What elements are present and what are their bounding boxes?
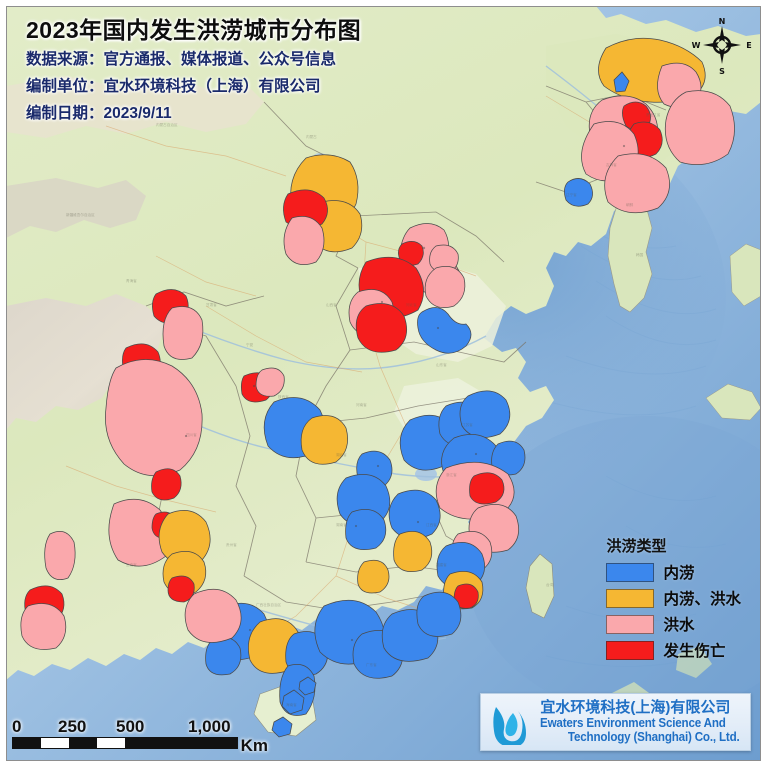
svg-text:宁夏: 宁夏 — [246, 342, 254, 347]
svg-text:湖北省: 湖北省 — [336, 452, 347, 457]
subtitle-data-source: 数据来源：官方通报、媒体报道、公众号信息 — [26, 50, 337, 68]
svg-text:内蒙古自治区: 内蒙古自治区 — [156, 122, 178, 127]
svg-text:内蒙古: 内蒙古 — [306, 134, 317, 139]
legend-swatch-waterlogging — [606, 562, 655, 582]
svg-text:韩国: 韩国 — [636, 252, 644, 257]
svg-text:河北省: 河北省 — [406, 302, 417, 307]
svg-text:甘肃省: 甘肃省 — [206, 302, 217, 307]
svg-text:河南省: 河南省 — [356, 402, 367, 407]
scale-bar-segments — [12, 737, 238, 749]
svg-text:新疆维吾尔自治区: 新疆维吾尔自治区 — [66, 212, 95, 217]
svg-text:江苏省: 江苏省 — [462, 422, 473, 427]
svg-text:江西省: 江西省 — [426, 522, 437, 527]
scale-bar: 0 250 500 1,000 Km — [12, 716, 268, 755]
scale-tick-1000: 1,000 — [188, 717, 231, 736]
legend: 洪涝类型 内涝 内涝、洪水 洪水 发生伤亡 — [606, 535, 741, 665]
legend-label-waterlogging: 内涝 — [663, 565, 695, 582]
compass-west-label: W — [692, 41, 701, 50]
svg-text:海南省: 海南省 — [286, 702, 297, 707]
svg-text:辽宁省: 辽宁省 — [566, 192, 577, 197]
svg-text:广东省: 广东省 — [366, 662, 377, 667]
svg-text:云南省: 云南省 — [126, 562, 137, 567]
title-block: 2023年国内发生洪涝城市分布图 数据来源：官方通报、媒体报道、公众号信息 编制… — [26, 16, 361, 126]
svg-text:贵州省: 贵州省 — [226, 542, 237, 547]
svg-text:青海省: 青海省 — [126, 278, 137, 283]
svg-text:陕西省: 陕西省 — [278, 394, 289, 399]
legend-item-waterlogging[interactable]: 内涝 — [606, 561, 741, 583]
legend-label-casualties: 发生伤亡 — [663, 643, 726, 660]
company-logo-box: 宜水环境科技(上海)有限公司 Ewaters Environment Scien… — [480, 693, 751, 751]
scale-unit-label: Km — [240, 736, 268, 755]
svg-text:山西省: 山西省 — [326, 302, 337, 307]
scale-tick-250: 250 — [58, 717, 87, 736]
scale-tick-0: 0 — [12, 717, 22, 736]
legend-item-casualties[interactable]: 发生伤亡 — [606, 639, 741, 661]
subtitle-organization: 编制单位：宜水环境科技（上海）有限公司 — [26, 77, 321, 95]
legend-item-waterlogging-flood[interactable]: 内涝、洪水 — [606, 587, 741, 609]
logo-company-en1: Ewaters Environment Science And — [540, 716, 727, 731]
logo-company-en2: Technology (Shanghai) Co., Ltd. — [568, 730, 740, 745]
ewaters-water-drop-icon — [487, 699, 533, 747]
svg-text:吉林省: 吉林省 — [606, 162, 617, 167]
svg-text:台湾: 台湾 — [546, 582, 554, 587]
logo-company-cn: 宜水环境科技(上海)有限公司 — [540, 698, 731, 716]
compass-rose: N S E W — [691, 14, 753, 76]
svg-text:朝鲜: 朝鲜 — [626, 202, 634, 207]
svg-text:广西壮族自治区: 广西壮族自治区 — [256, 602, 282, 607]
svg-text:黑龙江省: 黑龙江省 — [646, 112, 661, 117]
compass-south-label: S — [719, 67, 725, 76]
legend-label-waterlogging-flood: 内涝、洪水 — [663, 591, 741, 608]
svg-text:浙江省: 浙江省 — [446, 472, 457, 477]
svg-text:湖南省: 湖南省 — [336, 522, 347, 527]
legend-swatch-waterlogging-flood — [606, 588, 655, 608]
page-title: 2023年国内发生洪涝城市分布图 — [26, 17, 362, 43]
compass-east-label: E — [746, 41, 751, 50]
legend-swatch-flood — [606, 614, 655, 634]
legend-item-flood[interactable]: 洪水 — [606, 613, 741, 635]
compass-north-label: N — [719, 17, 726, 26]
legend-swatch-casualties — [606, 640, 655, 660]
scale-tick-500: 500 — [116, 717, 145, 736]
subtitle-date: 编制日期：2023/9/11 — [26, 104, 172, 122]
svg-text:福建省: 福建省 — [436, 562, 447, 567]
legend-label-flood: 洪水 — [663, 617, 695, 634]
svg-text:山东省: 山东省 — [436, 362, 447, 367]
legend-title: 洪涝类型 — [606, 538, 667, 555]
svg-text:四川省: 四川省 — [186, 432, 197, 437]
basemap-canvas: 内蒙古自治区内蒙古 新疆维吾尔自治区青海省 甘肃省宁夏 陕西省四川省 山西省 河北… — [6, 6, 761, 761]
